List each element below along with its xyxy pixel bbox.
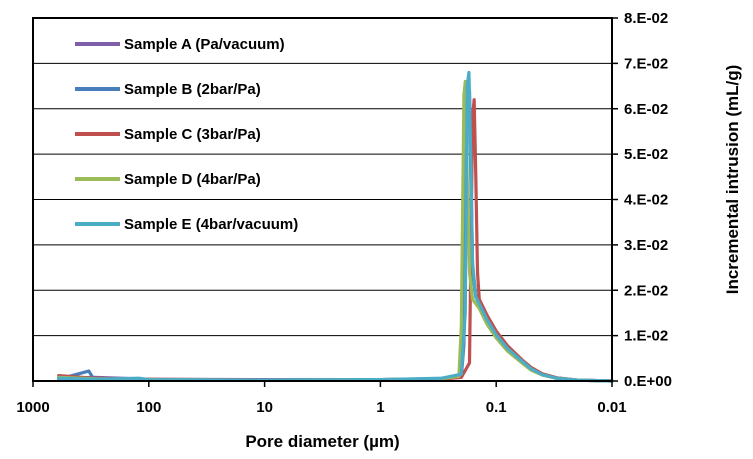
- legend-label: Sample B (2bar/Pa): [124, 81, 261, 98]
- y-axis-title: Incremental intrusion (mL/g): [723, 65, 742, 295]
- y-tick-label: 1.E-02: [624, 328, 668, 345]
- y-tick-label: 0.E+00: [624, 373, 672, 390]
- legend-label: Sample D (4bar/Pa): [124, 171, 261, 188]
- x-axis-ticks: 1000 100 10 1 0.1 0.01: [16, 381, 627, 416]
- x-tick-label: 0.1: [486, 399, 507, 416]
- legend-label: Sample E (4bar/vacuum): [124, 216, 298, 233]
- legend-label: Sample A (Pa/vacuum): [124, 36, 285, 53]
- y-tick-label: 2.E-02: [624, 282, 668, 299]
- y-tick-label: 4.E-02: [624, 192, 668, 209]
- x-tick-label: 0.01: [597, 399, 626, 416]
- y-tick-label: 3.E-02: [624, 237, 668, 254]
- x-axis-title: Pore diameter (µm): [245, 432, 399, 451]
- x-tick-label: 1000: [16, 399, 49, 416]
- y-axis-ticks: 0.E+00 1.E-02 2.E-02 3.E-02 4.E-02 5.E-02 6.E-…: [612, 10, 672, 390]
- y-tick-label: 7.E-02: [624, 55, 668, 72]
- y-tick-label: 5.E-02: [624, 146, 668, 163]
- x-tick-label: 1: [376, 399, 384, 416]
- y-tick-label: 8.E-02: [624, 10, 668, 27]
- gridlines: [33, 62, 612, 337]
- legend: Sample A (Pa/vacuum) Sample B (2bar/Pa) Sa…: [75, 36, 298, 233]
- x-tick-label: 10: [256, 399, 273, 416]
- legend-label: Sample C (3bar/Pa): [124, 126, 261, 143]
- y-tick-label: 6.E-02: [624, 101, 668, 118]
- x-tick-label: 100: [136, 399, 161, 416]
